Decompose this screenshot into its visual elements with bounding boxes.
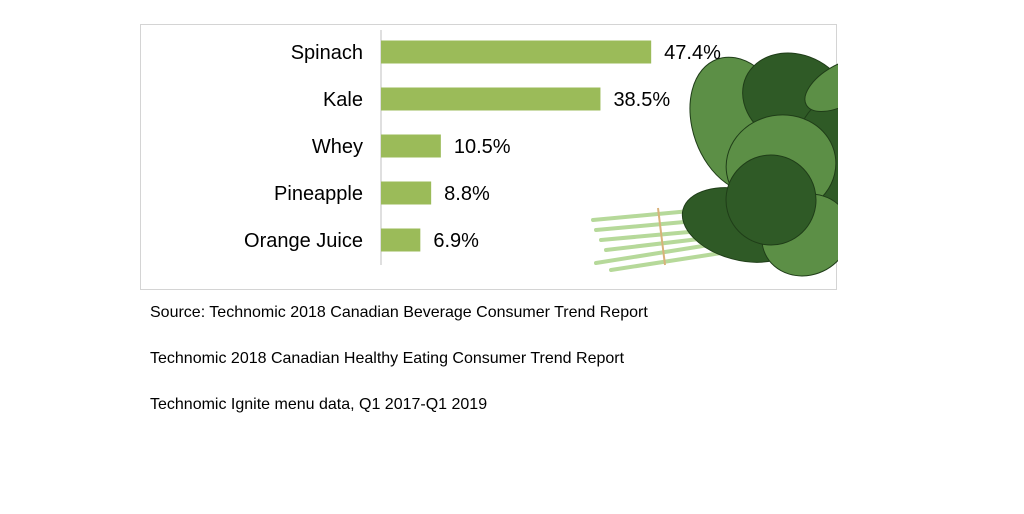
chart-frame: Spinach 47.4% Kale 38.5% Whey 10.5% Pineapple 8…	[140, 24, 838, 290]
category-label: Orange Juice	[244, 230, 363, 252]
value-label: 10.5%	[454, 136, 511, 158]
value-label: 6.9%	[433, 230, 479, 252]
spinach-stem	[609, 251, 723, 272]
sources-block: Source: Technomic 2018 Canadian Beverage…	[150, 303, 850, 441]
category-label: Pineapple	[274, 183, 363, 205]
spinach-stem	[594, 243, 711, 265]
bar-chart: Spinach 47.4% Kale 38.5% Whey 10.5% Pineapple 8…	[244, 30, 838, 277]
category-label: Whey	[312, 136, 363, 158]
spinach-bunch-icon	[591, 52, 838, 277]
bar-pineapple	[381, 181, 432, 205]
bar-whey	[381, 134, 441, 158]
value-label: 47.4%	[664, 42, 721, 64]
source-line-2: Technomic 2018 Canadian Healthy Eating C…	[150, 350, 625, 367]
spinach-leaf	[725, 154, 817, 246]
bar-orange-juice	[381, 228, 421, 252]
spinach-tie	[657, 207, 666, 266]
category-label: Kale	[323, 89, 363, 111]
source-line-1: Source: Technomic 2018 Canadian Beverage…	[150, 304, 648, 321]
bar-spinach	[381, 40, 652, 64]
value-label: 38.5%	[613, 89, 670, 111]
bar-kale	[381, 87, 601, 111]
source-line-3: Technomic Ignite menu data, Q1 2017-Q1 2…	[150, 396, 488, 413]
spinach-leaf	[804, 58, 838, 112]
category-label: Spinach	[291, 42, 363, 64]
value-label: 8.8%	[444, 183, 490, 205]
